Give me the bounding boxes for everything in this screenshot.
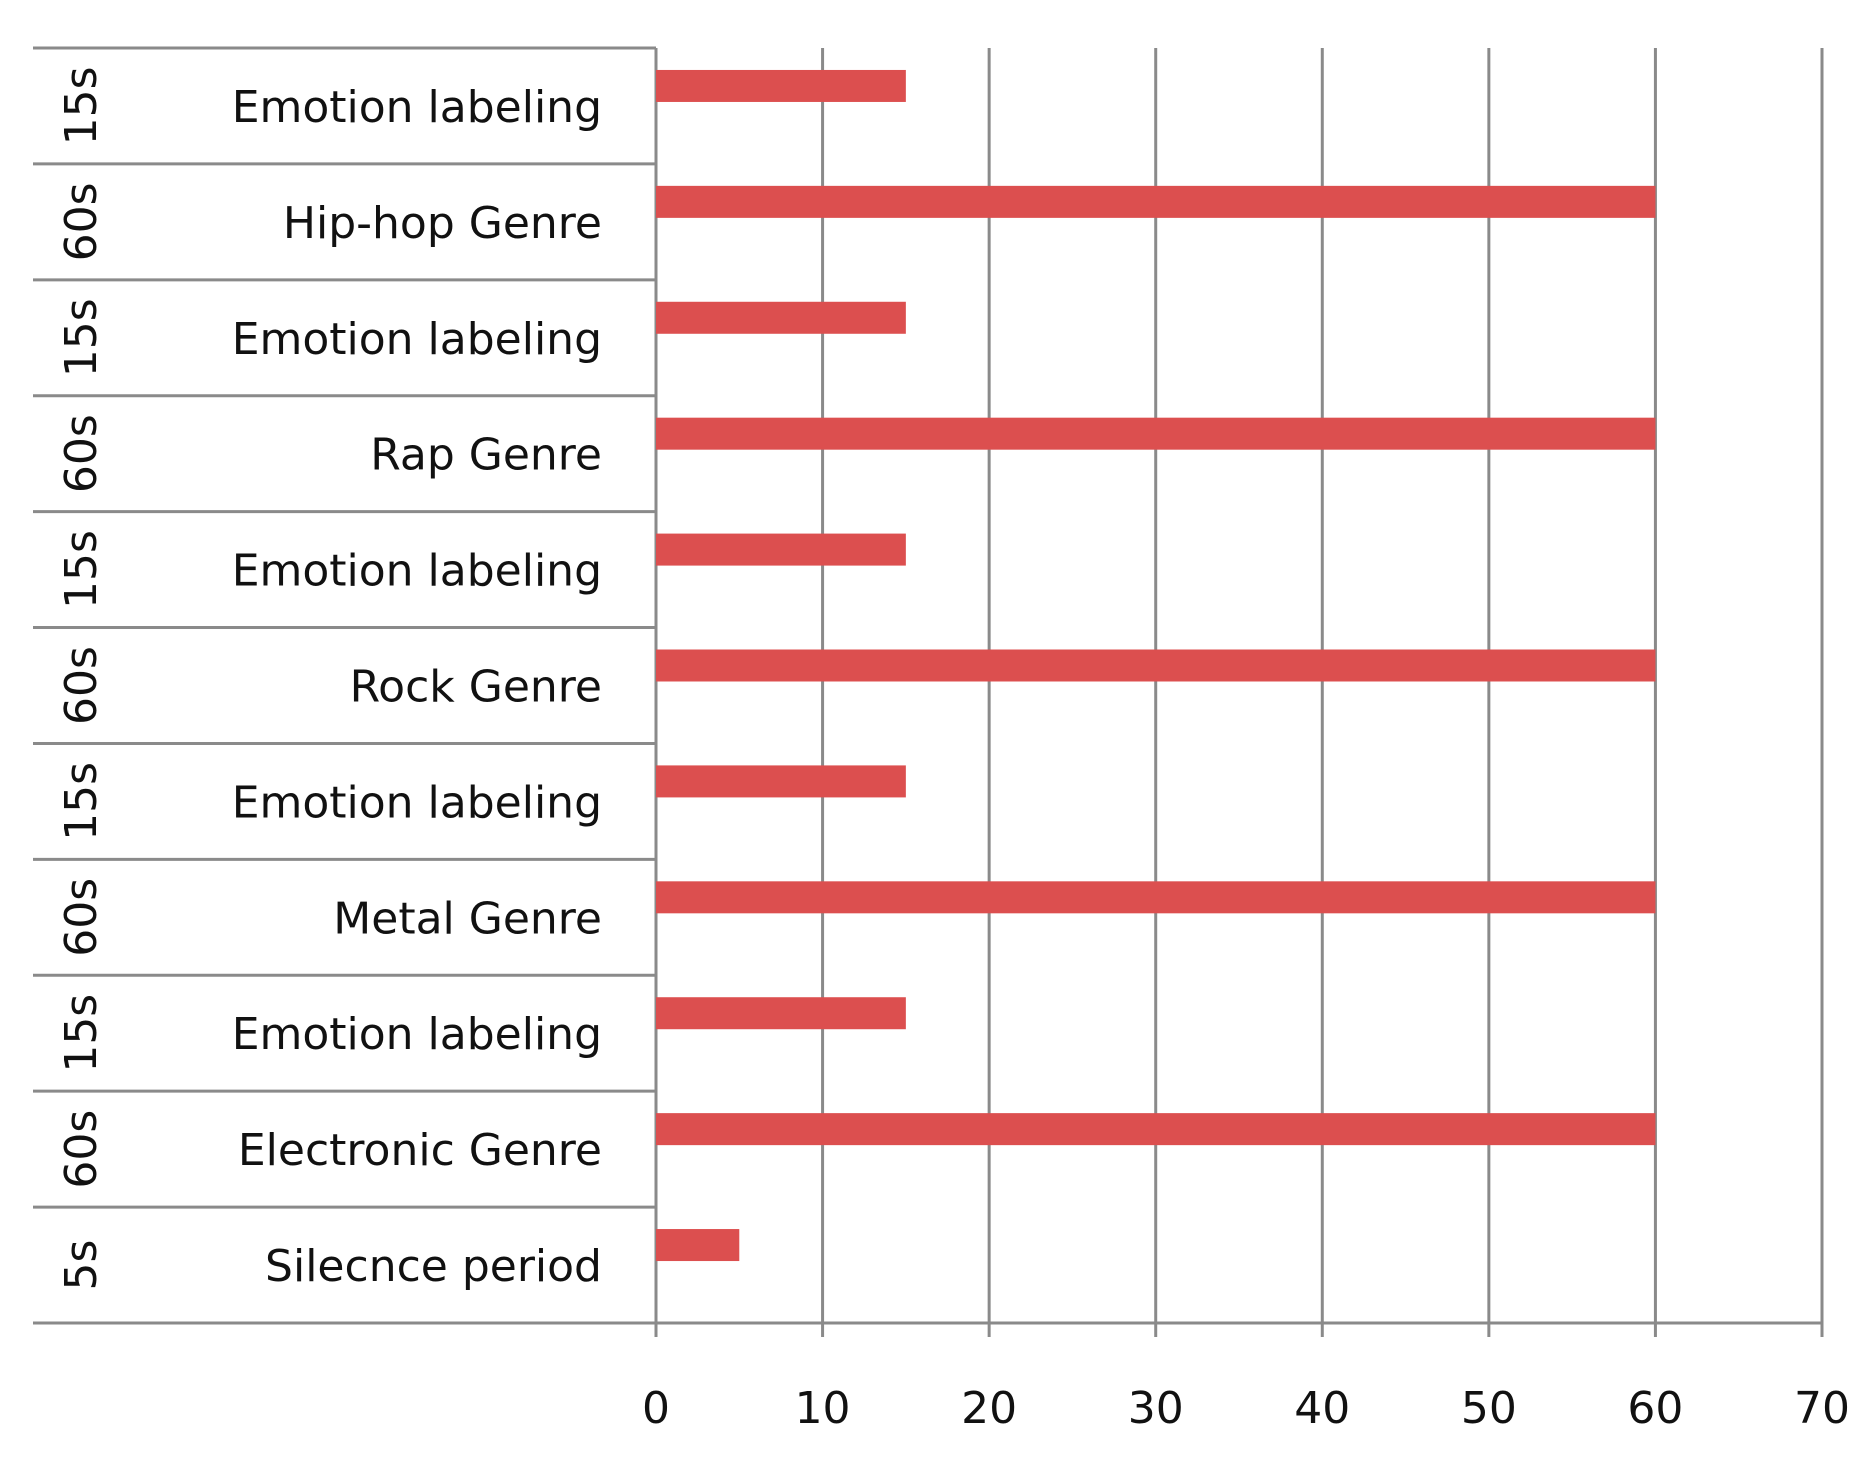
category-label: Emotion labeling [232, 546, 602, 597]
group-label: 60s [56, 878, 107, 957]
category-label: Electronic Genre [238, 1125, 602, 1176]
bar [656, 881, 1656, 914]
bar [656, 765, 906, 798]
x-tick-label: 60 [1627, 1383, 1683, 1434]
x-tick-label: 0 [642, 1383, 670, 1434]
bar [656, 1113, 1656, 1146]
group-label: 15s [56, 994, 107, 1073]
bar [656, 1229, 740, 1262]
category-label: Emotion labeling [232, 314, 602, 365]
category-label: Rap Genre [370, 430, 602, 481]
x-tick-label: 50 [1461, 1383, 1517, 1434]
group-label: 15s [56, 66, 107, 145]
x-tick-label: 40 [1294, 1383, 1350, 1434]
group-label: 5s [56, 1240, 107, 1291]
category-label: Emotion labeling [232, 1009, 602, 1060]
category-label: Metal Genre [333, 893, 602, 944]
category-label: Emotion labeling [232, 777, 602, 828]
x-tick-label: 20 [961, 1383, 1017, 1434]
group-label: 15s [56, 762, 107, 841]
bar [656, 649, 1656, 682]
bar [656, 417, 1656, 450]
group-label: 60s [56, 414, 107, 493]
category-label: Silecnce period [265, 1241, 602, 1292]
category-label: Hip-hop Genre [283, 198, 602, 249]
x-tick-label: 30 [1128, 1383, 1184, 1434]
group-label: 60s [56, 182, 107, 261]
category-label: Emotion labeling [232, 82, 602, 133]
bar [656, 301, 906, 334]
group-label: 60s [56, 1110, 107, 1189]
category-label: Rock Genre [350, 662, 602, 713]
bar [656, 185, 1656, 218]
group-label: 15s [56, 530, 107, 609]
x-tick-label: 10 [795, 1383, 851, 1434]
group-label: 60s [56, 646, 107, 725]
group-label: 15s [56, 298, 107, 377]
bar [656, 69, 906, 102]
bar [656, 533, 906, 566]
bar [656, 997, 906, 1030]
x-tick-label: 70 [1794, 1383, 1850, 1434]
